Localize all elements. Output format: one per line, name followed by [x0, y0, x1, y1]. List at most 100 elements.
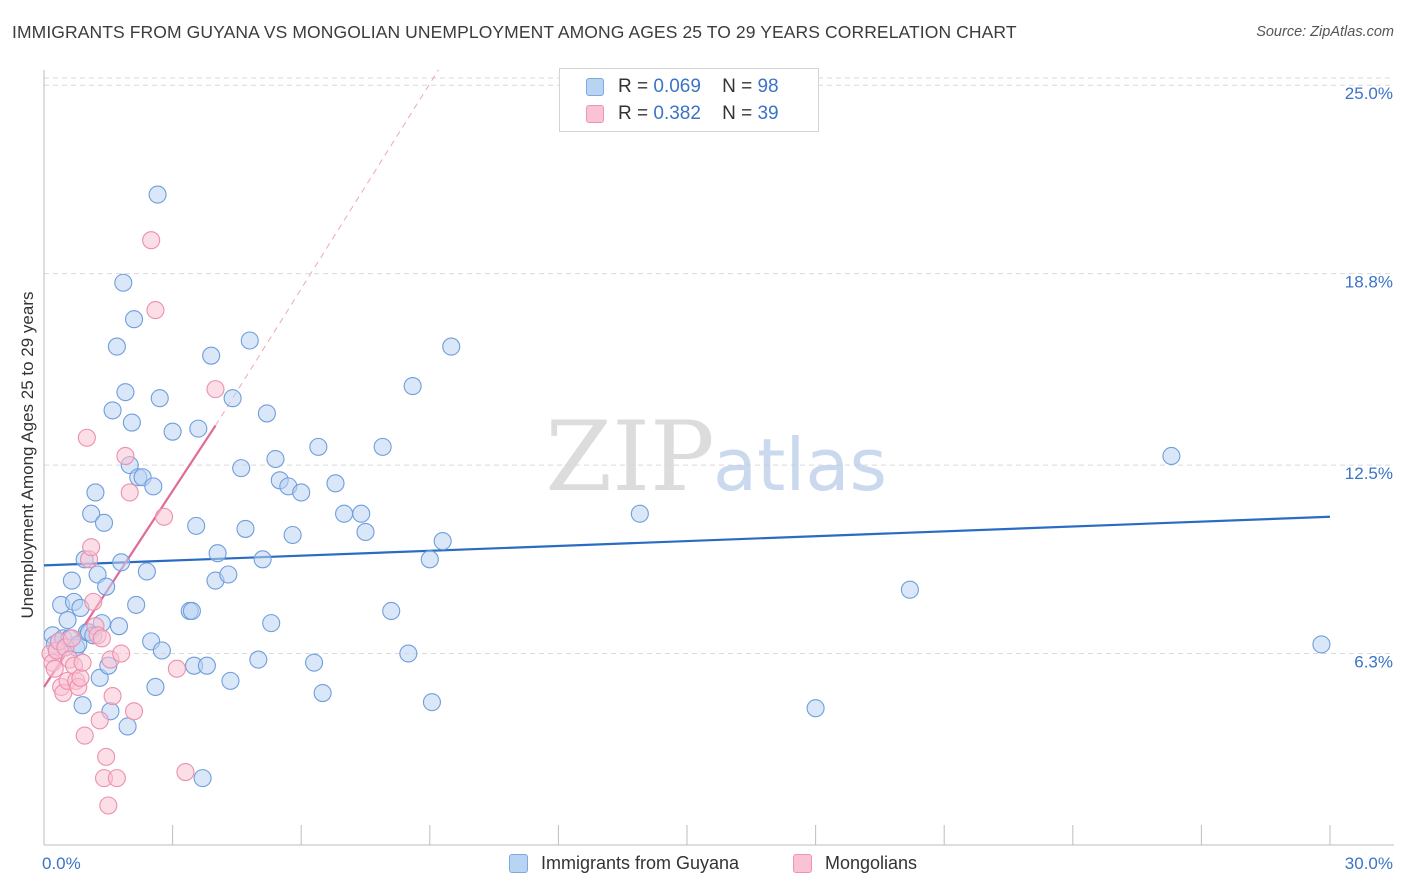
point-guyana [433, 532, 452, 551]
point-guyana [266, 449, 285, 469]
point-guyana [109, 617, 129, 636]
point-mongolians [99, 796, 118, 815]
point-guyana [1312, 635, 1331, 654]
point-guyana [137, 562, 156, 581]
point-guyana [442, 337, 461, 356]
point-mongolians [84, 592, 103, 611]
point-guyana [116, 383, 135, 402]
point-guyana [223, 389, 242, 408]
trend-line-guyana [43, 515, 1331, 567]
point-guyana [202, 346, 221, 365]
point-guyana [193, 769, 212, 788]
point-guyana [62, 571, 81, 590]
n-value: 98 [757, 76, 779, 97]
point-guyana [118, 717, 137, 736]
trend-extension-mongolians [215, 69, 439, 426]
point-guyana [283, 525, 302, 545]
point-mongolians [82, 538, 101, 557]
chart-title: IMMIGRANTS FROM GUYANA VS MONGOLIAN UNEM… [12, 22, 1017, 42]
y-axis-label: Unemployment Among Ages 25 to 29 years [18, 291, 37, 619]
point-guyana [292, 483, 311, 502]
tick-labels: 25.0% 18.8% 12.5% 6.3% 0.0% 30.0% [42, 84, 1393, 873]
point-mongolians [75, 726, 94, 745]
point-guyana [403, 377, 422, 396]
chart-source: Source: ZipAtlas.com [1256, 24, 1394, 40]
point-guyana [127, 595, 146, 614]
series-legend: Immigrants from Guyana Mongolians [0, 852, 1406, 878]
point-mongolians [112, 644, 131, 663]
point-guyana [114, 273, 133, 292]
point-guyana [806, 699, 825, 718]
point-guyana [144, 477, 163, 496]
point-guyana [326, 474, 345, 493]
point-mongolians [62, 629, 81, 648]
watermark-atlas: atlas [713, 423, 887, 507]
watermark-zip: ZIP [545, 401, 714, 513]
point-mongolians [90, 711, 109, 730]
point-guyana [148, 185, 167, 204]
point-guyana [163, 422, 182, 441]
n-label: N = [722, 76, 753, 97]
point-guyana [232, 459, 251, 478]
y-tick-label: 12.5% [1345, 464, 1393, 483]
point-guyana [73, 696, 92, 715]
point-guyana [82, 504, 101, 523]
point-mongolians [97, 747, 116, 766]
point-mongolians [142, 231, 161, 250]
point-mongolians [116, 446, 135, 466]
x-tick-label: 0.0% [42, 854, 81, 873]
point-guyana [146, 677, 165, 697]
point-guyana [208, 544, 227, 563]
r-value: 0.069 [653, 76, 701, 97]
point-guyana [257, 404, 276, 423]
point-guyana [197, 656, 216, 675]
point-mongolians [45, 659, 64, 678]
r-label: R = [618, 103, 649, 124]
point-guyana [1162, 446, 1181, 466]
axes [43, 70, 1394, 846]
point-guyana [86, 483, 105, 502]
n-label: N = [722, 103, 753, 124]
legend-swatch-pink [793, 854, 812, 873]
point-guyana [352, 504, 371, 523]
grid-lines [44, 77, 1394, 655]
legend-swatch-blue [586, 78, 604, 96]
point-guyana [422, 693, 441, 712]
legend-label-guyana: Immigrants from Guyana [541, 853, 740, 873]
point-mongolians [103, 687, 122, 706]
point-guyana [189, 419, 208, 438]
point-guyana [309, 437, 328, 456]
point-guyana [103, 401, 122, 420]
n-value: 39 [757, 103, 779, 124]
legend-swatch-blue [509, 854, 528, 873]
point-mongolians [73, 653, 92, 672]
point-guyana [94, 513, 114, 532]
point-guyana [630, 504, 649, 523]
point-guyana [382, 601, 401, 621]
point-guyana [122, 413, 141, 432]
trend-lines [43, 69, 1331, 688]
point-guyana [240, 331, 259, 350]
point-mongolians [154, 507, 174, 526]
point-mongolians [206, 380, 225, 399]
point-mongolians [120, 483, 139, 502]
x-tick-label: 30.0% [1345, 854, 1393, 873]
point-mongolians [107, 769, 126, 788]
y-tick-label: 25.0% [1345, 84, 1393, 103]
point-guyana [187, 516, 206, 535]
point-guyana [420, 550, 439, 569]
point-guyana [249, 650, 268, 669]
point-guyana [219, 565, 238, 584]
point-guyana [399, 644, 418, 663]
point-guyana [373, 437, 392, 456]
point-guyana [313, 683, 332, 703]
legend-swatch-pink [586, 105, 604, 123]
point-guyana [112, 553, 131, 572]
point-guyana [124, 310, 144, 329]
y-tick-label: 6.3% [1354, 653, 1393, 672]
point-guyana [356, 522, 375, 542]
point-guyana [335, 504, 354, 523]
point-mongolians [92, 629, 111, 648]
point-mongolians [124, 702, 144, 721]
